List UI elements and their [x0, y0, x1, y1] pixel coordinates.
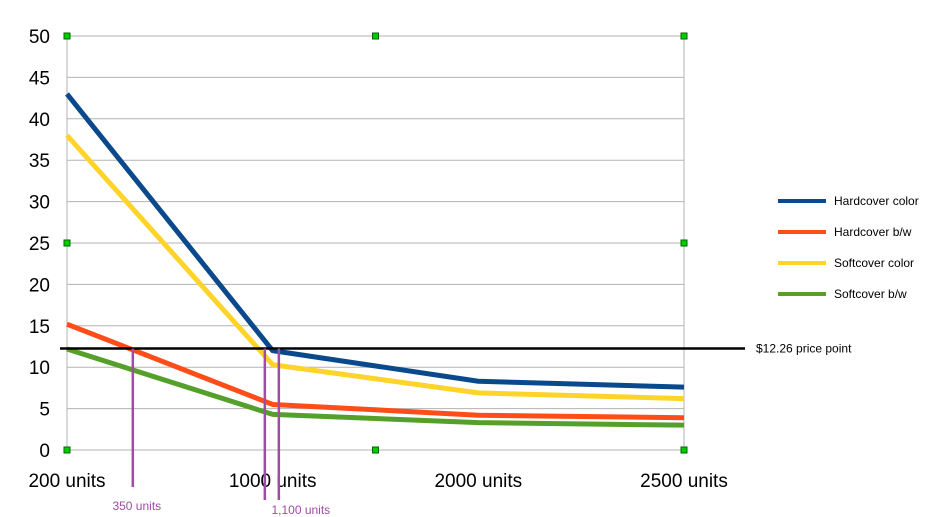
y-tick-label: 30	[29, 193, 50, 214]
y-tick-label: 40	[29, 110, 50, 131]
selection-handle[interactable]	[680, 239, 688, 247]
y-tick-label: 50	[29, 27, 50, 48]
selection-handle[interactable]	[372, 32, 379, 40]
series-line	[65, 92, 685, 390]
marker-label: 1,100 units	[271, 503, 330, 517]
legend-label: Hardcover b/w	[834, 225, 912, 239]
y-tick-label: 0	[39, 441, 50, 462]
y-tick-label: 5	[39, 400, 50, 421]
series-line	[66, 346, 685, 428]
selection-handle[interactable]	[63, 239, 71, 247]
y-tick-labels: 0 5 10 15 20 25 30 35 40 45 50	[29, 27, 50, 462]
x-tick-label: 2500 units	[640, 471, 728, 492]
legend: Hardcover color Hardcover b/w Softcover co…	[778, 194, 919, 301]
legend-label: Hardcover color	[834, 194, 919, 208]
gridlines	[66, 35, 685, 451]
marker-label: 350 units	[112, 499, 161, 513]
price-point-line: $12.26 price point	[60, 341, 852, 355]
price-point-label: $12.26 price point	[756, 341, 852, 355]
selection-handle[interactable]	[680, 32, 688, 40]
unit-markers: 350 units 1,100 units	[112, 348, 330, 517]
x-tick-label: 2000 units	[434, 471, 522, 492]
legend-label: Softcover color	[834, 256, 914, 270]
x-tick-labels: 200 units 1000 units 2000 units 2500 units	[28, 471, 727, 492]
y-tick-label: 15	[29, 317, 50, 338]
selection-handle[interactable]	[372, 446, 379, 454]
selection-handle[interactable]	[680, 446, 688, 454]
selection-handle[interactable]	[63, 446, 71, 454]
x-tick-label: 1000 units	[229, 471, 317, 492]
series-lines	[65, 92, 685, 428]
selection-handles	[63, 32, 688, 454]
legend-label: Softcover b/w	[834, 287, 907, 301]
x-tick-label: 200 units	[28, 471, 105, 492]
y-tick-label: 10	[29, 358, 50, 379]
y-tick-label: 35	[29, 151, 50, 172]
series-line	[65, 133, 685, 402]
y-tick-label: 25	[29, 234, 50, 255]
series-line	[66, 321, 685, 421]
y-tick-label: 45	[29, 68, 50, 89]
selection-handle[interactable]	[63, 32, 71, 40]
y-tick-label: 20	[29, 275, 50, 296]
